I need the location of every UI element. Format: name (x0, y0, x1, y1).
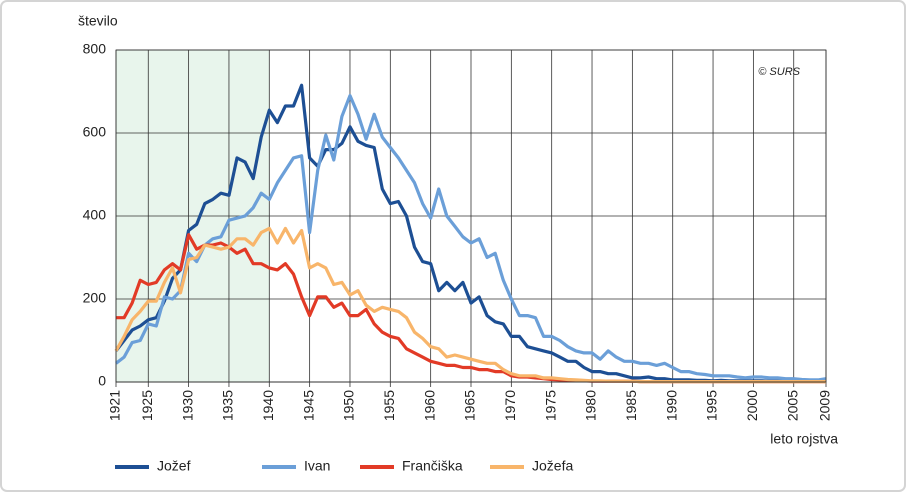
x-tick-label: 1945 (300, 390, 316, 421)
x-tick-label: 1990 (663, 390, 679, 421)
line-series (115, 94, 827, 382)
x-tick-label: 2005 (784, 390, 800, 421)
x-tick-label: 1965 (462, 390, 478, 421)
x-tick-label: 1960 (421, 390, 437, 421)
y-tick-label: 600 (83, 124, 107, 140)
x-axis-label: leto rojstva (770, 431, 838, 447)
x-tick-label: 1935 (220, 390, 236, 421)
x-tick-label: 1985 (623, 390, 639, 421)
x-tick-label: 1930 (179, 390, 195, 421)
x-tick-label: 1955 (381, 390, 397, 421)
y-tick-label: 400 (83, 207, 107, 223)
x-tick-label: 1970 (502, 390, 518, 421)
y-tick-label: 200 (83, 290, 107, 306)
y-tick-label: 0 (98, 373, 106, 389)
annotation: © SURS (758, 66, 800, 78)
legend-label: Jožef (157, 458, 191, 474)
y-tick-label: 800 (83, 41, 107, 57)
legend-label: Frančiška (402, 458, 463, 474)
x-tick-label: 2009 (817, 390, 833, 421)
x-tick-label: 1940 (260, 390, 276, 421)
x-tick-label: 1975 (542, 390, 558, 421)
legend-label: Jožefa (532, 458, 573, 474)
x-tick-label: 2000 (744, 390, 760, 421)
x-tick-label: 1921 (107, 390, 123, 421)
x-tick-label: 1980 (583, 390, 599, 421)
x-tick-label: 1995 (704, 390, 720, 421)
y-axis-label: število (78, 13, 118, 29)
legend-label: Ivan (304, 458, 330, 474)
x-tick-label: 1925 (139, 390, 155, 421)
x-tick-label: 1950 (341, 390, 357, 421)
plot-border (115, 49, 827, 383)
